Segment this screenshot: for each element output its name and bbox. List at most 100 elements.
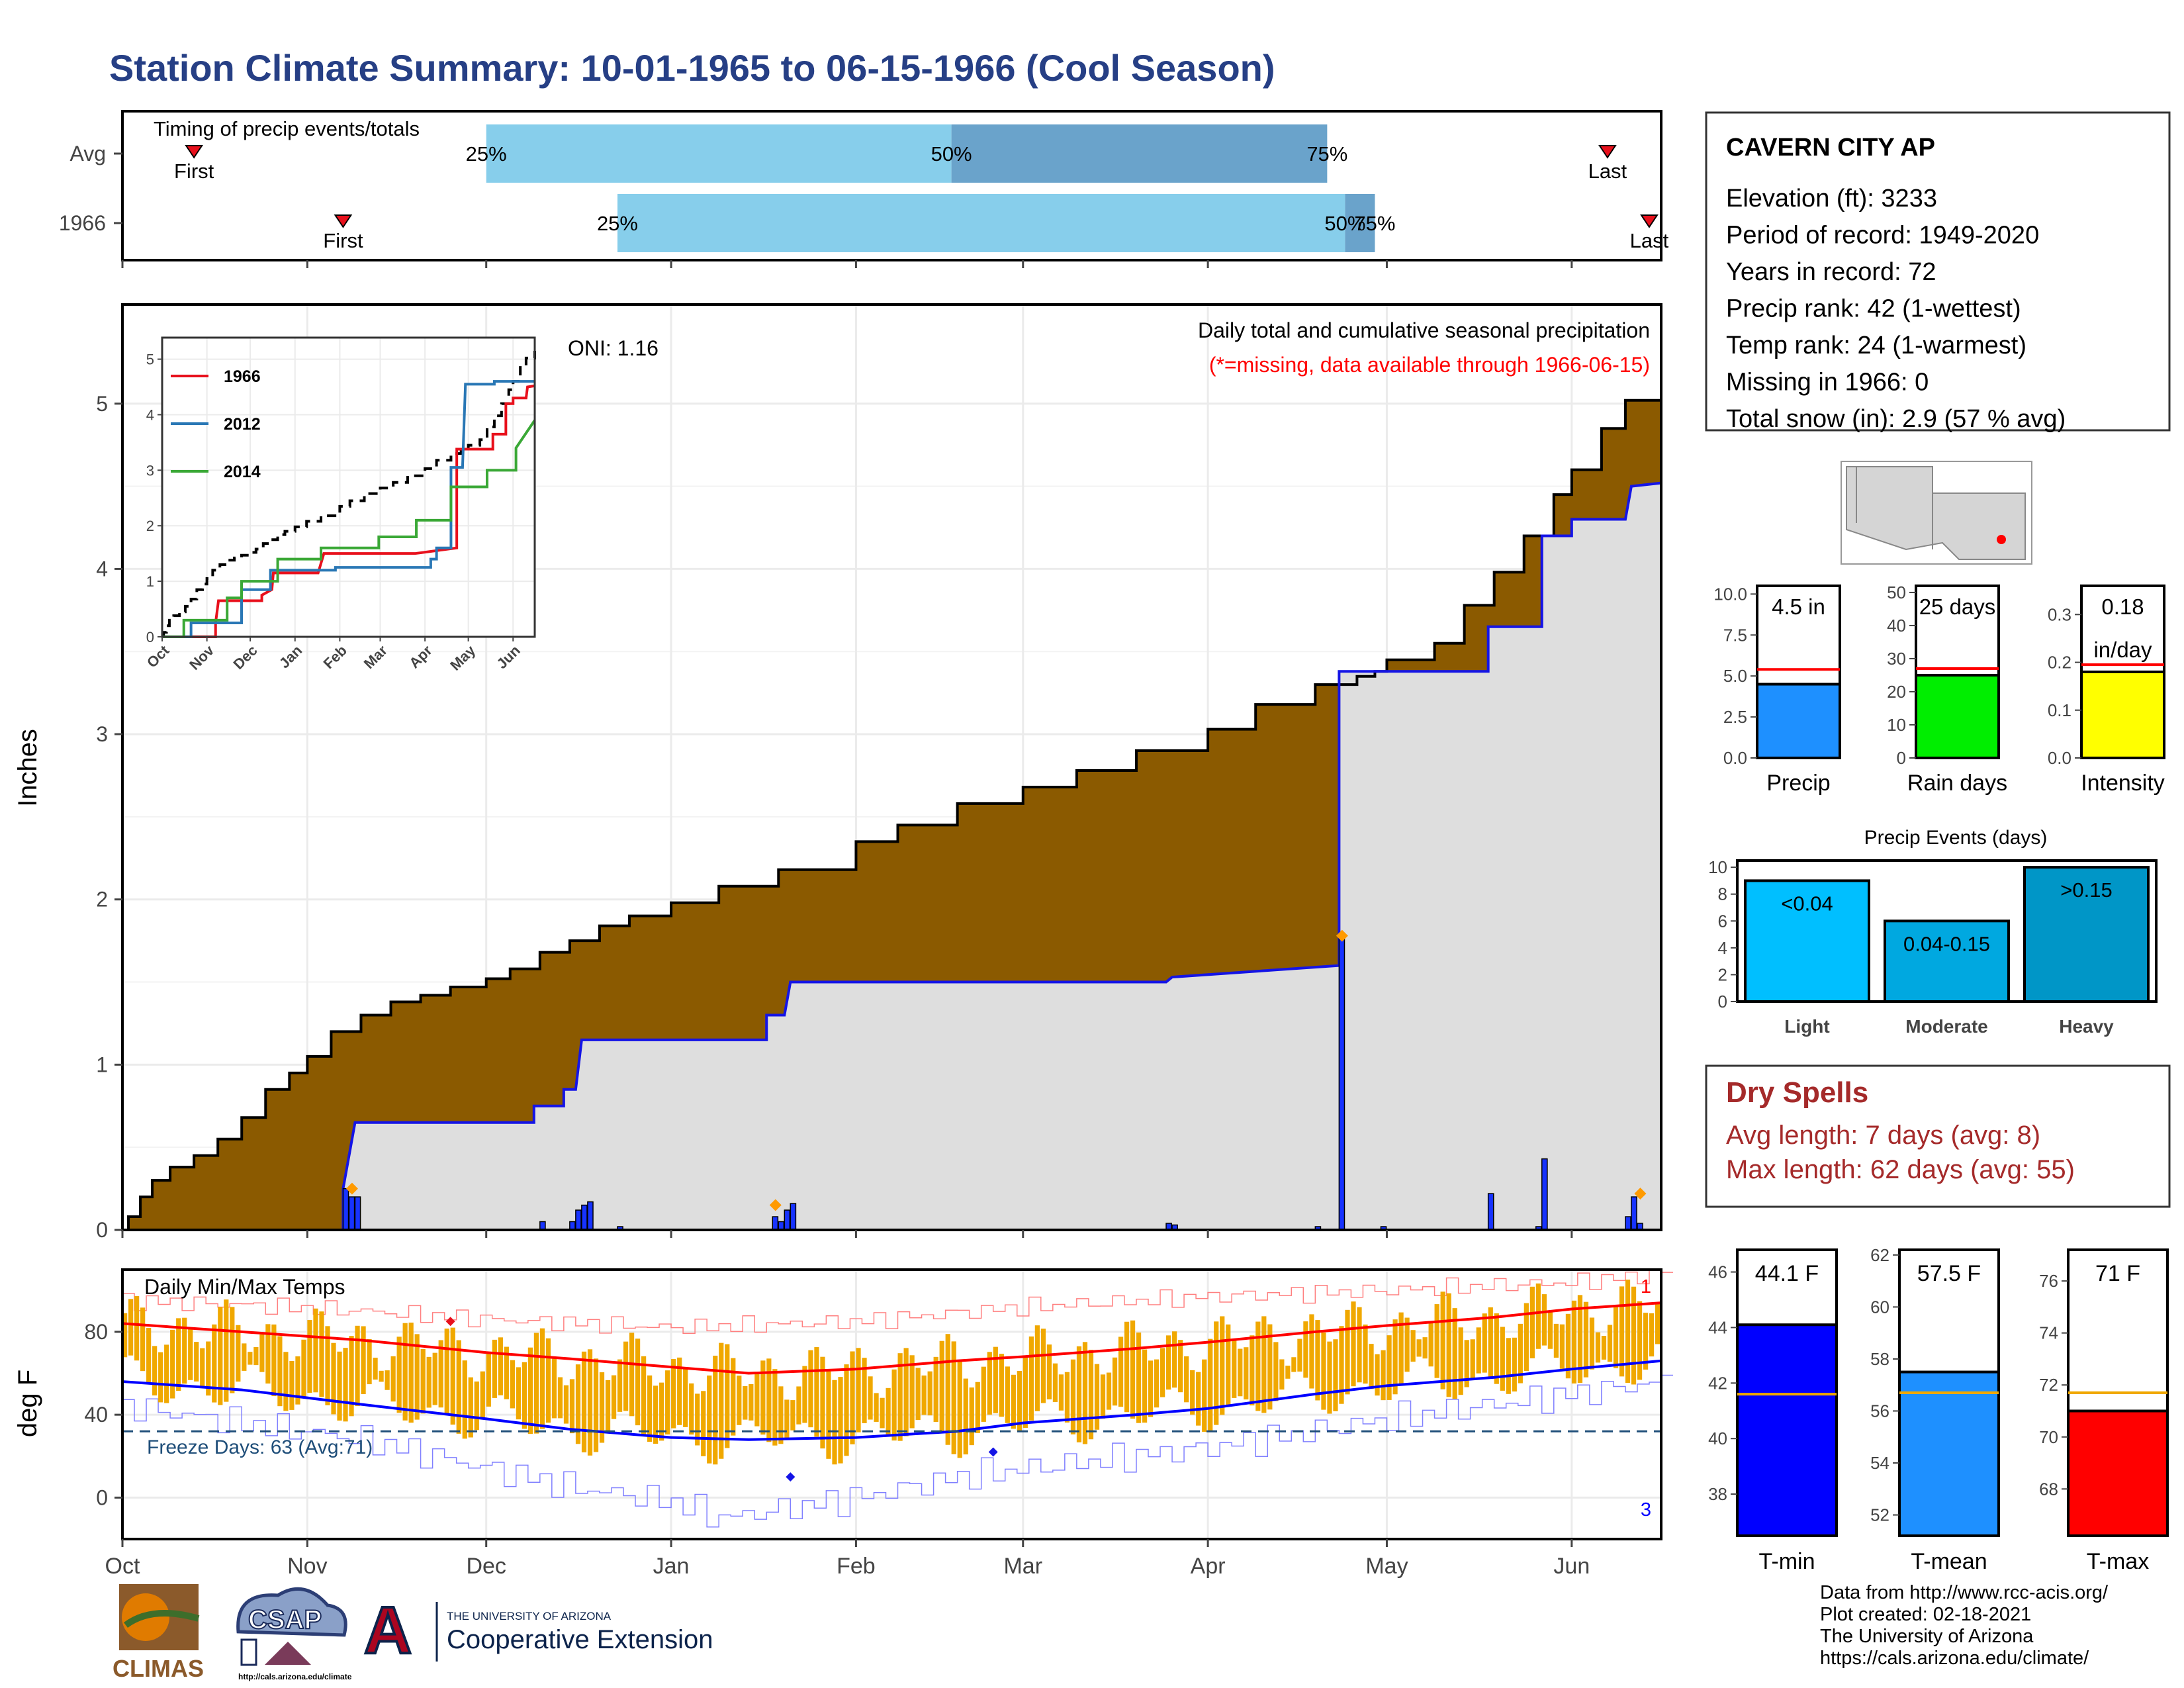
daily-temp-bar [933,1356,938,1423]
daily-temp-bar [1261,1316,1267,1413]
temp-summary-ytick-label: 68 [2039,1479,2058,1499]
climas-wordmark: CLIMAS [113,1655,204,1682]
daily-temp-bar [1446,1293,1451,1397]
csap-url: http://cals.arizona.edu/climate [238,1672,352,1681]
precip-events-title: Precip Events (days) [1864,827,2048,849]
daily-temp-bar [1571,1300,1577,1383]
inset-series-line [162,419,536,638]
station-stat-line: Years in record: 72 [1726,258,1936,286]
temp-summary-ytick-label: 72 [2039,1375,2058,1395]
temp-summary-bar [1898,1370,2000,1537]
footer-line: The University of Arizona [1820,1626,2034,1647]
daily-temp-bar [1535,1283,1541,1349]
daily-temp-bar [1387,1335,1392,1400]
daily-temp-bar [551,1358,557,1419]
daily-temp-bar [301,1339,306,1398]
daily-temp-bar [337,1351,342,1421]
record-min-line [122,1374,1674,1528]
daily-precip-bar [790,1203,797,1231]
daily-temp-bar [659,1382,664,1441]
daily-temp-bar [832,1380,837,1465]
daily-temp-bar [581,1351,587,1453]
daily-temp-bar [1547,1311,1553,1349]
summary-ytick-label: 10 [1887,715,1906,735]
daily-temp-bar [1500,1327,1505,1391]
daily-temp-bar [1154,1359,1160,1408]
daily-temp-bar [510,1360,515,1409]
summary-bar-panel: 25 days 0 10 20 30 40 50 Rain days [1887,583,2007,796]
timing-label-25: 25% [597,212,638,235]
daily-temp-bar [1452,1308,1457,1399]
first-precip-marker-icon [334,214,353,228]
daily-temp-bar [1058,1374,1064,1411]
temp-summary-label: T-max [2087,1549,2149,1574]
daily-temp-bar [754,1372,760,1427]
daily-temp-bar [242,1343,247,1371]
daily-temp-bar [1583,1301,1589,1378]
daily-precip-bar [1338,935,1345,1231]
cooperative-extension-wordmark: Cooperative Extension [447,1625,713,1654]
timing-bar-25-50 [486,124,952,183]
temp-summary-ytick-label: 44 [1708,1317,1727,1337]
daily-temp-bar [1118,1336,1124,1407]
summary-value-label: 0.18 [2101,594,2144,619]
daily-temp-bar [1285,1366,1291,1379]
daily-temp-bar [230,1307,235,1393]
daily-temp-bar [492,1339,497,1398]
timing-row-label: Avg [69,142,106,165]
daily-temp-bar [1148,1360,1154,1417]
daily-temp-bar [1577,1295,1583,1383]
daily-temp-bar [313,1308,318,1393]
climas-logo: CLIMAS [113,1584,204,1682]
temp-summary-value-label: 44.1 F [1755,1261,1819,1286]
daily-temp-bar [1250,1335,1255,1406]
daily-temp-bar [617,1359,623,1412]
daily-temp-bar [1244,1347,1249,1400]
daily-precip-bar [587,1201,594,1231]
timing-row-label: 1966 [59,211,106,235]
temp-summary-panel: 44.1 F 38 40 42 44 46 T-min [1708,1248,1838,1574]
daily-temp-bar [385,1370,390,1390]
daily-temp-bar [248,1352,253,1365]
daily-temp-bar [1160,1348,1165,1397]
daily-temp-bar [128,1299,134,1356]
daily-temp-bar [1422,1337,1428,1359]
inset-ytick-label: 2 [146,518,154,534]
daily-temp-bar [1351,1301,1356,1387]
daily-temp-bar [1040,1329,1046,1403]
timing-label-50: 50% [1324,212,1365,235]
daily-precip-bar [354,1196,361,1231]
summary-ytick-label: 0.3 [2048,604,2071,624]
daily-precip-bar [1625,1216,1631,1231]
daily-temp-bar [1381,1350,1386,1401]
events-ytick-label: 8 [1718,884,1727,904]
state-map-icon [1846,466,2026,560]
daily-temp-bar [1124,1321,1130,1413]
daily-temp-bar [289,1360,295,1410]
daily-temp-bar [939,1340,944,1433]
daily-temp-bar [1565,1313,1571,1379]
timing-bar-50-75 [1345,194,1375,252]
temp-summary-panel: 71 F 68 70 72 74 76 T-max [2039,1248,2169,1574]
temp-summary-ytick-label: 76 [2039,1271,2058,1291]
summary-ytick-label: 5.0 [1723,666,1747,686]
month-axis-label: Oct [105,1554,140,1579]
month-axis-label: Feb [837,1554,876,1579]
precip-ytick-label: 2 [96,888,108,912]
daily-temp-bar [891,1369,897,1441]
daily-temp-bar [1637,1301,1643,1380]
university-of-arizona-logo: A THE UNIVERSITY OF ARIZONA Cooperative … [363,1592,713,1669]
temp-summary-ytick-label: 70 [2039,1427,2058,1447]
csap-logo: CSAP http://cals.arizona.edu/climate [236,1587,352,1681]
daily-temp-bar [623,1341,629,1411]
station-info-box: CAVERN CITY AP Elevation (ft): 3233 Period… [1705,111,2171,433]
precip-event-bar [2023,866,2150,1003]
first-precip-label: First [174,160,214,183]
events-ytick-label: 10 [1708,857,1727,877]
daily-temp-bar [1524,1303,1529,1372]
month-axis-label: May [1365,1554,1408,1579]
summary-bar-panel: 4.5 in 0.0 2.5 5.0 7.5 10.0 Precip [1713,584,1841,796]
daily-temp-bar [557,1377,563,1419]
daily-temp-bar [945,1334,950,1445]
daily-temp-bar [367,1339,372,1385]
